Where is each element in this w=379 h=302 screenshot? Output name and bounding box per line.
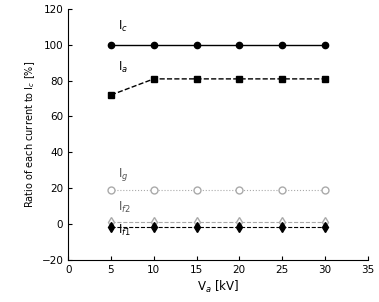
Text: I$_c$: I$_c$: [118, 19, 128, 34]
Text: I$_g$: I$_g$: [118, 166, 128, 183]
X-axis label: V$_a$ [kV]: V$_a$ [kV]: [197, 279, 239, 295]
Y-axis label: Ratio of each current to I$_c$ [%]: Ratio of each current to I$_c$ [%]: [23, 61, 37, 208]
Text: I$_{f1}$: I$_{f1}$: [118, 223, 131, 238]
Text: I$_a$: I$_a$: [118, 60, 128, 75]
Text: I$_{f2}$: I$_{f2}$: [118, 200, 131, 215]
